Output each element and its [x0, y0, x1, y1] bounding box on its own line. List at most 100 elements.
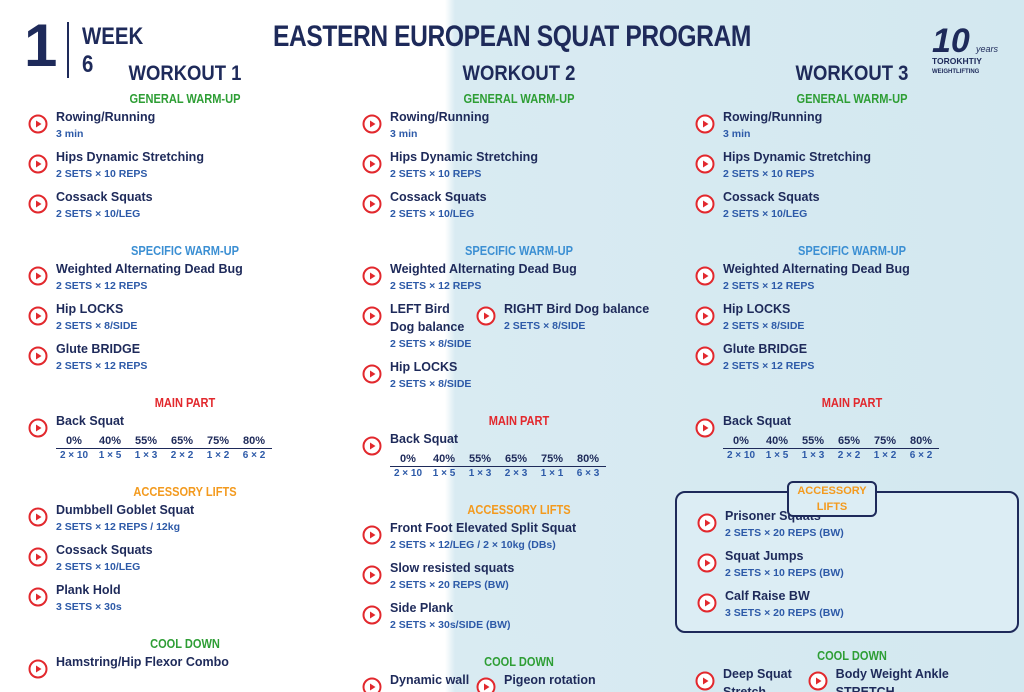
- week-value: 6: [82, 51, 94, 78]
- play-button[interactable]: [695, 154, 715, 174]
- exercise-name: Glute BRIDGE: [56, 342, 141, 356]
- section: COOL DOWN Deep Squat Stretch (barbell) Bod…: [695, 647, 1009, 692]
- exercise-name: LEFT Bird Dog balance: [390, 302, 465, 334]
- load-cell: 40% 1 × 5: [426, 452, 462, 481]
- exercise-name: Weighted Alternating Dead Bug: [390, 262, 577, 276]
- play-button[interactable]: [362, 605, 382, 625]
- exercise-detail: 2 SETS × 20 REPS (BW): [390, 579, 509, 591]
- play-button[interactable]: [362, 677, 382, 692]
- load-table: 0% 2 × 10 40% 1 × 5 55% 1 × 3 65% 2 × 3 75% 1 × 1…: [390, 452, 606, 481]
- play-button[interactable]: [697, 513, 717, 533]
- play-button[interactable]: [362, 565, 382, 585]
- exercise-row: Hamstring/Hip Flexor Combo: [28, 653, 342, 691]
- load-cell: 75% 1 × 1: [534, 452, 570, 481]
- exercise-row: Plank Hold 3 SETS × 30s: [28, 581, 342, 621]
- load-percent: 75%: [867, 434, 903, 449]
- exercise-detail: 2 SETS × 8/SIDE: [390, 378, 472, 390]
- load-cell: 40% 1 × 5: [759, 434, 795, 463]
- exercise-row: Glute BRIDGE 2 SETS × 12 REPS: [28, 340, 342, 380]
- exercise-row: Weighted Alternating Dead Bug 2 SETS × 12…: [695, 260, 1009, 300]
- load-scheme: 6 × 2: [242, 450, 266, 461]
- exercise-detail: 2 SETS × 10/LEG: [56, 561, 141, 573]
- load-cell: 80% 6 × 2: [903, 434, 939, 463]
- play-button[interactable]: [695, 306, 715, 326]
- exercise-text: Hips Dynamic Stretching 2 SETS × 10 REPS: [723, 148, 871, 182]
- exercise: Slow resisted squats 2 SETS × 20 REPS (BW…: [362, 559, 514, 593]
- play-button[interactable]: [476, 677, 496, 692]
- load-scheme: 2 × 10: [59, 450, 89, 461]
- section-heading: COOL DOWN: [150, 636, 220, 651]
- play-button[interactable]: [808, 671, 828, 691]
- play-button[interactable]: [28, 547, 48, 567]
- play-button[interactable]: [28, 587, 48, 607]
- exercise-name: Back Squat: [723, 414, 792, 428]
- exercise: Back Squat 0% 2 × 10 40% 1 × 5 55% 1 × 3 65% 2 ×…: [28, 412, 272, 463]
- exercise-name: Hamstring/Hip Flexor Combo: [56, 655, 229, 669]
- section-heading: GENERAL WARM-UP: [463, 91, 575, 106]
- play-button[interactable]: [362, 194, 382, 214]
- load-cell: 80% 6 × 3: [570, 452, 606, 481]
- play-button[interactable]: [28, 507, 48, 527]
- exercise-name: Back Squat: [390, 432, 459, 446]
- play-button[interactable]: [362, 306, 382, 326]
- play-button[interactable]: [28, 154, 48, 174]
- exercise-detail: 2 SETS × 20 REPS (BW): [725, 527, 844, 539]
- play-button[interactable]: [28, 418, 48, 438]
- exercise: Weighted Alternating Dead Bug 2 SETS × 12…: [362, 260, 577, 294]
- workout-title: WORKOUT 3: [795, 62, 909, 85]
- load-scheme: 1 × 3: [134, 450, 158, 461]
- exercise-name: Body Weight Ankle STRETCH: [835, 667, 949, 692]
- load-cell: 0% 2 × 10: [390, 452, 426, 481]
- exercise-detail: 2 SETS × 10/LEG: [723, 208, 808, 220]
- exercise-name: Hip LOCKS: [56, 302, 124, 316]
- section-heading: ACCESSORY LIFTS: [467, 502, 571, 517]
- exercise: Body Weight Ankle STRETCH: [808, 665, 1009, 692]
- play-button[interactable]: [362, 266, 382, 286]
- exercise-row: Glute BRIDGE 2 SETS × 12 REPS: [695, 340, 1009, 380]
- play-button[interactable]: [28, 346, 48, 366]
- play-button[interactable]: [28, 659, 48, 679]
- exercise-name: Plank Hold: [56, 583, 121, 597]
- play-button[interactable]: [362, 114, 382, 134]
- exercise: Hips Dynamic Stretching 2 SETS × 10 REPS: [695, 148, 871, 182]
- play-button[interactable]: [362, 436, 382, 456]
- exercise-detail: 2 SETS × 8/SIDE: [504, 320, 586, 332]
- load-percent: 75%: [200, 434, 236, 449]
- play-button[interactable]: [695, 346, 715, 366]
- play-button[interactable]: [28, 306, 48, 326]
- play-button[interactable]: [362, 154, 382, 174]
- section: ACCESSORY LIFTS Dumbbell Goblet Squat 2 SE…: [28, 483, 342, 621]
- play-button[interactable]: [695, 266, 715, 286]
- exercise-detail: 2 SETS × 12/LEG / 2 × 10kg (DBs): [390, 539, 556, 551]
- exercise-detail: 2 SETS × 12 REPS / 12kg: [56, 521, 181, 533]
- play-button[interactable]: [697, 593, 717, 613]
- play-button[interactable]: [28, 114, 48, 134]
- play-button[interactable]: [28, 266, 48, 286]
- exercise: Cossack Squats 2 SETS × 10/LEG: [695, 188, 820, 222]
- play-button[interactable]: [695, 418, 715, 438]
- play-button[interactable]: [695, 194, 715, 214]
- play-button[interactable]: [476, 306, 496, 326]
- section: SPECIFIC WARM-UP Weighted Alternating Dea…: [695, 242, 1009, 380]
- exercise-row: Cossack Squats 2 SETS × 10/LEG: [28, 188, 342, 228]
- exercise-detail: 2 SETS × 12 REPS: [56, 360, 148, 372]
- exercise-text: Rowing/Running 3 min: [723, 108, 822, 142]
- exercise-row: Deep Squat Stretch (barbell) Body Weight …: [695, 665, 1009, 692]
- exercise-detail: 2 SETS × 10 REPS: [390, 168, 482, 180]
- exercise-text: Back Squat 0% 2 × 10 40% 1 × 5 55% 1 × 3 65% 2 ×…: [390, 430, 606, 481]
- section: MAIN PART Back Squat 0% 2 × 10 40% 1 × 5 55% 1 …: [28, 394, 342, 469]
- exercise-text: Hip LOCKS 2 SETS × 8/SIDE: [723, 300, 804, 334]
- play-button[interactable]: [362, 525, 382, 545]
- play-button[interactable]: [362, 364, 382, 384]
- section-heading: COOL DOWN: [817, 648, 887, 663]
- play-button[interactable]: [695, 114, 715, 134]
- exercise-row: Rowing/Running 3 min: [695, 108, 1009, 148]
- exercise-text: Plank Hold 3 SETS × 30s: [56, 581, 122, 615]
- play-button[interactable]: [695, 671, 715, 691]
- exercise: Hips Dynamic Stretching 2 SETS × 10 REPS: [362, 148, 538, 182]
- load-cell: 0% 2 × 10: [56, 434, 92, 463]
- exercise: LEFT Bird Dog balance 2 SETS × 8/SIDE: [362, 300, 476, 352]
- load-percent: 40%: [759, 434, 795, 449]
- play-button[interactable]: [28, 194, 48, 214]
- play-button[interactable]: [697, 553, 717, 573]
